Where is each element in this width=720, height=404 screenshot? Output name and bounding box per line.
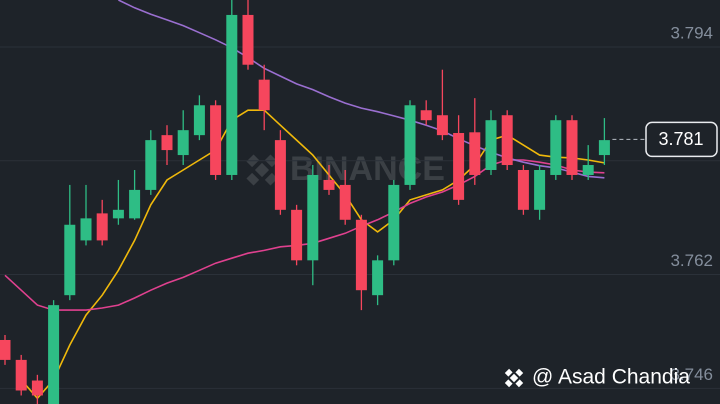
candle-body <box>129 189 141 219</box>
candle-body <box>339 184 351 220</box>
candle-body <box>501 115 513 166</box>
credit-text: @ Asad Chandia <box>532 366 690 389</box>
candle-body <box>193 105 205 136</box>
candle-body <box>469 132 481 175</box>
candle-body <box>177 130 189 156</box>
ma-line <box>118 0 605 179</box>
candle-body <box>15 359 27 391</box>
candle-body <box>534 169 546 210</box>
candle-body <box>64 224 76 296</box>
candle-body <box>566 120 578 175</box>
candle-body <box>96 213 108 241</box>
candle-body <box>145 140 157 190</box>
last-price-box <box>645 121 718 158</box>
candle-body <box>598 140 610 156</box>
candle-body <box>323 179 335 190</box>
candle-body <box>274 140 286 210</box>
candles-group <box>0 0 610 404</box>
candle-body <box>517 169 529 210</box>
candle-body <box>307 174 319 261</box>
candle-body <box>485 120 497 170</box>
candle-body <box>355 219 367 291</box>
candle-body <box>31 380 43 396</box>
candle-body <box>112 209 124 219</box>
candle-body <box>404 105 416 185</box>
candle-body <box>388 184 400 261</box>
candle-body <box>48 305 60 404</box>
candle-body <box>226 14 238 175</box>
candle-body <box>161 135 173 151</box>
candle-body <box>582 165 594 175</box>
y-tick-label: 3.762 <box>670 251 713 270</box>
y-tick-label: 3.746 <box>670 365 713 384</box>
candle-body <box>436 115 448 136</box>
watermark-logo <box>246 154 278 186</box>
y-tick-label: 3.794 <box>670 23 713 42</box>
candle-body <box>372 260 384 296</box>
candle-body <box>453 133 465 200</box>
candle-body <box>550 120 562 175</box>
candle-body <box>80 218 92 241</box>
candle-body <box>258 79 270 111</box>
candle-body <box>0 339 11 360</box>
candle-body <box>210 105 222 175</box>
candle-body <box>242 14 254 65</box>
last-price-label: 3.781 <box>658 129 703 149</box>
candle-body <box>291 209 303 261</box>
candle-body <box>420 110 432 121</box>
